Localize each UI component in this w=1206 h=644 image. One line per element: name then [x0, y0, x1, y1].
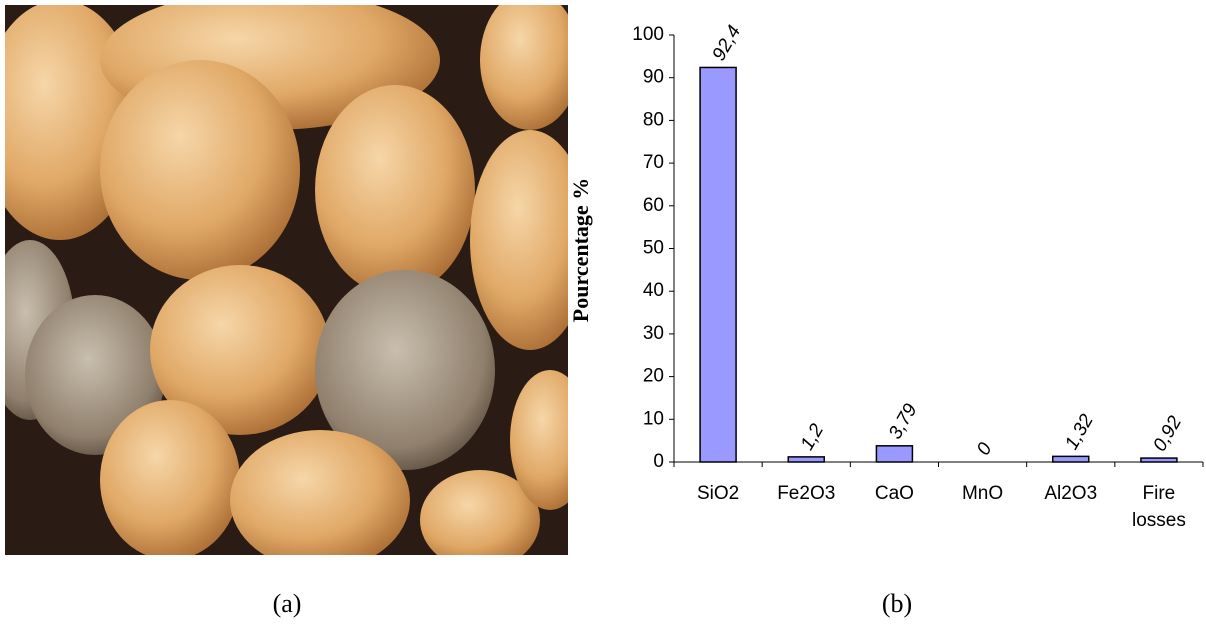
y-tick-label: 30 — [643, 323, 664, 344]
y-tick-label: 0 — [653, 451, 664, 472]
x-tick-label: Fe2O3 — [766, 480, 846, 507]
value-label: 0,92 — [1149, 412, 1186, 455]
y-tick-label: 100 — [632, 24, 664, 45]
y-tick-label: 80 — [643, 109, 664, 130]
caption: (b) — [882, 589, 912, 618]
y-tick-label: 60 — [643, 195, 664, 216]
page: {"captions": ["(a)", "(b)"], "chart_data… — [0, 0, 1206, 644]
y-tick-label: 20 — [643, 366, 664, 387]
y-tick-label: 70 — [643, 152, 664, 173]
bar — [1141, 458, 1177, 462]
x-tick-label: Al2O3 — [1031, 480, 1111, 507]
bar — [700, 67, 736, 462]
x-tick-label: CaO — [854, 480, 934, 507]
value-label: 3,79 — [885, 400, 922, 443]
sand-photo — [0, 0, 590, 570]
y-tick-label: 40 — [643, 280, 664, 301]
bar — [1053, 456, 1089, 462]
value-label: 1,32 — [1061, 410, 1098, 453]
y-tick-label: 50 — [643, 238, 664, 259]
value-label: 1,2 — [797, 420, 829, 454]
caption: (a) — [273, 589, 302, 618]
x-tick-label: MnO — [943, 480, 1023, 507]
value-label: 92,4 — [709, 22, 746, 65]
x-tick-label: SiO2 — [678, 480, 758, 507]
bar — [788, 457, 824, 462]
y-tick-label: 90 — [643, 67, 664, 88]
bar — [876, 446, 912, 462]
y-tick-label: 10 — [643, 408, 664, 429]
y-axis-label: Pourcentage % — [568, 178, 593, 322]
value-label: 0 — [973, 439, 997, 459]
figure: (a) (b) Pourcentage % 0 10 20 30 40 50 60 70 80 9… — [0, 0, 1206, 644]
x-tick-label: Fire losses — [1119, 480, 1199, 534]
